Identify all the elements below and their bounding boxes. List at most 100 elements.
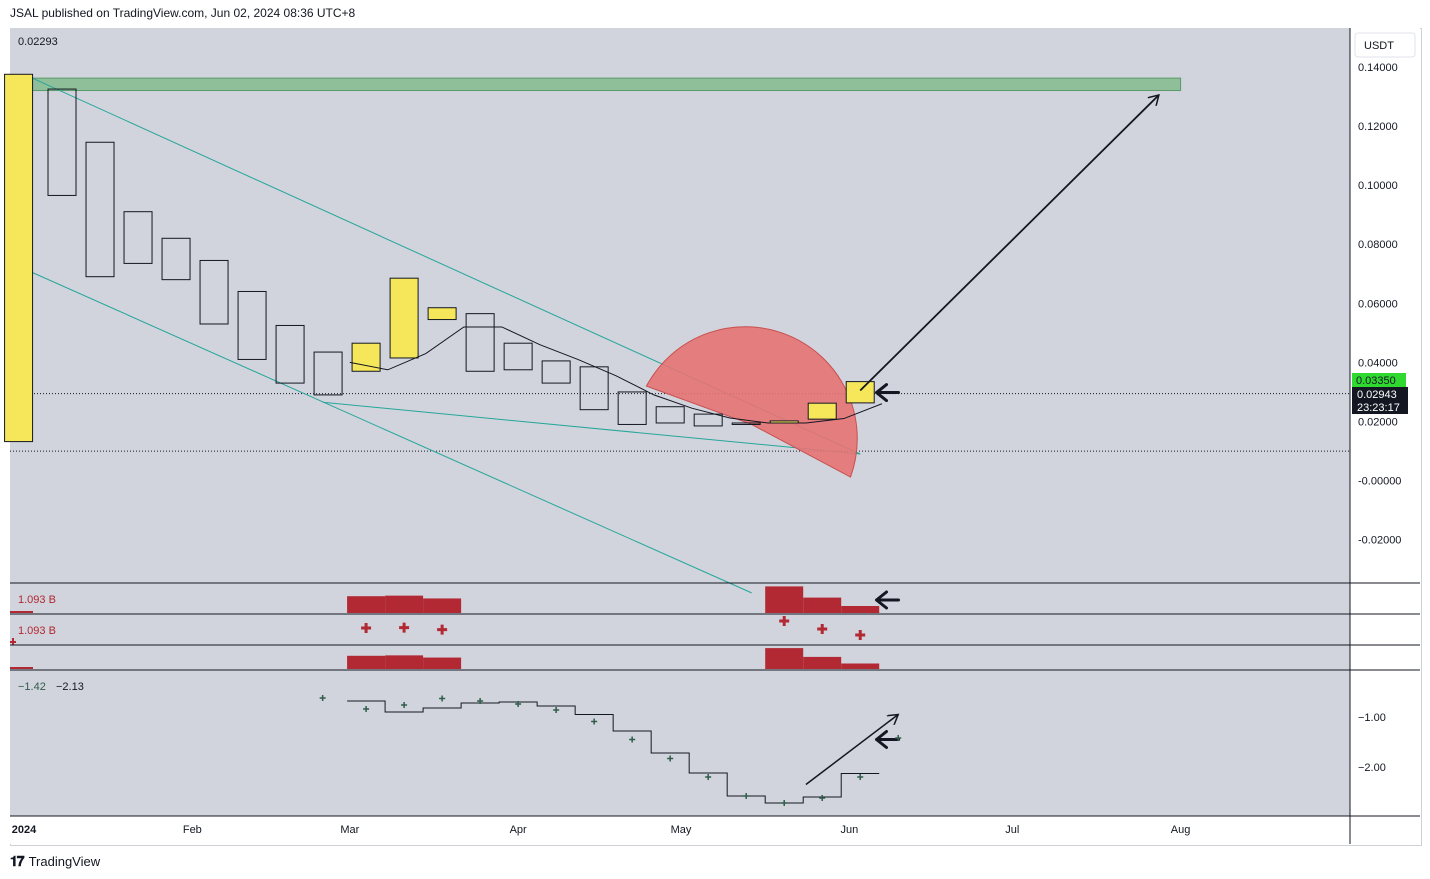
pane1-bg xyxy=(10,583,1350,614)
time-tick-label: Aug xyxy=(1171,824,1191,836)
pane1-value-label: 1.093 B xyxy=(18,594,56,606)
osc-value-label-2: −2.13 xyxy=(56,681,84,693)
last-price-label-bg xyxy=(1352,373,1406,387)
currency-label: USDT xyxy=(1364,40,1394,52)
price-tick-label: 0.02000 xyxy=(1358,417,1398,429)
time-tick-label: Feb xyxy=(183,824,202,836)
price-tick-label: 0.14000 xyxy=(1358,62,1398,74)
osc-plus-marker xyxy=(743,793,750,799)
volume-bar xyxy=(385,595,424,613)
candle xyxy=(313,351,343,396)
volume-bar-lower xyxy=(423,657,462,669)
osc-plus-marker xyxy=(401,702,408,708)
time-tick-label: May xyxy=(671,824,692,836)
candle xyxy=(427,307,457,321)
candle xyxy=(693,413,723,427)
candle xyxy=(807,402,837,420)
volume-plus-marker xyxy=(399,622,410,633)
osc-plus-marker xyxy=(319,695,326,701)
volume-plus-marker xyxy=(437,624,448,635)
main-pane-bg xyxy=(10,28,1350,583)
volume-plus-marker xyxy=(361,623,372,633)
osc-trend-arrow xyxy=(805,715,898,786)
price-tick-label: -0.00000 xyxy=(1358,476,1401,488)
volume-bar xyxy=(841,606,880,613)
candle xyxy=(4,73,34,443)
candle xyxy=(275,324,305,384)
volume-plus-marker xyxy=(855,630,866,640)
volume-bar-edge xyxy=(10,611,33,613)
osc-plus-marker xyxy=(363,706,370,712)
osc-plus-marker xyxy=(439,695,446,702)
candle xyxy=(123,211,153,264)
tradingview-logo-icon: 𝟏𝟕 xyxy=(10,853,25,869)
pane2-bg xyxy=(10,614,1350,645)
footer: 𝟏𝟕 TradingView xyxy=(10,853,100,870)
volume-bar-lower xyxy=(803,656,842,669)
target-zone xyxy=(13,77,1182,92)
volume-bar-lower xyxy=(765,648,804,669)
last-price-label: 0.03350 xyxy=(1356,375,1396,387)
wedge-bottom-line xyxy=(322,401,861,455)
osc-plus-marker xyxy=(895,735,902,741)
price-tick-label: 0.10000 xyxy=(1358,180,1398,192)
osc-plus-marker xyxy=(819,795,826,801)
osc-value-label-1: −1.42 xyxy=(18,681,46,693)
price-tick-label: 0.12000 xyxy=(1358,121,1398,133)
pane2-value-label: 1.093 B xyxy=(18,625,56,637)
top-left-value: 0.02293 xyxy=(18,36,58,48)
volume-plus-marker xyxy=(779,616,790,626)
osc-plus-marker xyxy=(591,718,598,725)
osc-plus-marker xyxy=(553,707,560,713)
target-arrow xyxy=(859,95,1159,392)
volume-plus-marker xyxy=(817,624,828,634)
candle xyxy=(47,88,77,196)
candle xyxy=(579,366,609,411)
osc-tick-label: −2.00 xyxy=(1358,762,1386,774)
volume-pointer-arrow xyxy=(875,590,901,610)
highlight-arc xyxy=(645,326,858,478)
candle xyxy=(503,342,533,371)
time-tick-label: Mar xyxy=(340,824,359,836)
price-tick-label: 0.04000 xyxy=(1358,357,1398,369)
volume-bar xyxy=(765,586,804,613)
price-tick-label: 0.08000 xyxy=(1358,239,1398,251)
osc-plus-marker xyxy=(629,736,636,743)
pane3-bg xyxy=(10,645,1350,670)
time-tick-label: Jun xyxy=(840,824,858,836)
lower-channel-line xyxy=(18,265,752,594)
currency-button[interactable] xyxy=(1354,32,1416,58)
volume-bar xyxy=(803,597,842,613)
candle xyxy=(541,360,571,384)
osc-plus-marker xyxy=(705,774,712,780)
close-price-label-bg xyxy=(1352,387,1408,414)
osc-pointer-arrow xyxy=(875,730,901,749)
volume-bar-lower xyxy=(841,663,880,669)
candle xyxy=(655,406,685,424)
ma-line xyxy=(349,326,883,424)
candle xyxy=(617,391,647,425)
volume-bar-lower xyxy=(385,655,424,669)
volume-plus-marker-edge xyxy=(10,638,16,645)
footer-brand: TradingView xyxy=(28,854,101,869)
publisher-line: JSAL published on TradingView.com, Jun 0… xyxy=(10,6,356,20)
time-axis-bg xyxy=(10,816,1420,844)
volume-bar-lower xyxy=(347,655,386,669)
candle xyxy=(845,381,875,404)
candle xyxy=(389,277,419,359)
osc-plus-marker xyxy=(857,774,864,780)
time-tick-label: 2024 xyxy=(12,824,37,836)
time-tick-label: Jul xyxy=(1005,824,1019,836)
volume-bar-lower-edge xyxy=(10,667,33,669)
price-tick-label: -0.02000 xyxy=(1358,535,1401,547)
close-price-label: 0.02943 xyxy=(1357,389,1397,401)
osc-plus-marker xyxy=(515,701,522,707)
volume-bar xyxy=(347,596,386,613)
countdown-label: 23:23:17 xyxy=(1357,402,1400,414)
candle xyxy=(237,290,267,360)
candle xyxy=(351,342,381,372)
candle xyxy=(161,237,191,281)
volume-bar xyxy=(423,598,462,613)
osc-plus-marker xyxy=(477,698,484,704)
